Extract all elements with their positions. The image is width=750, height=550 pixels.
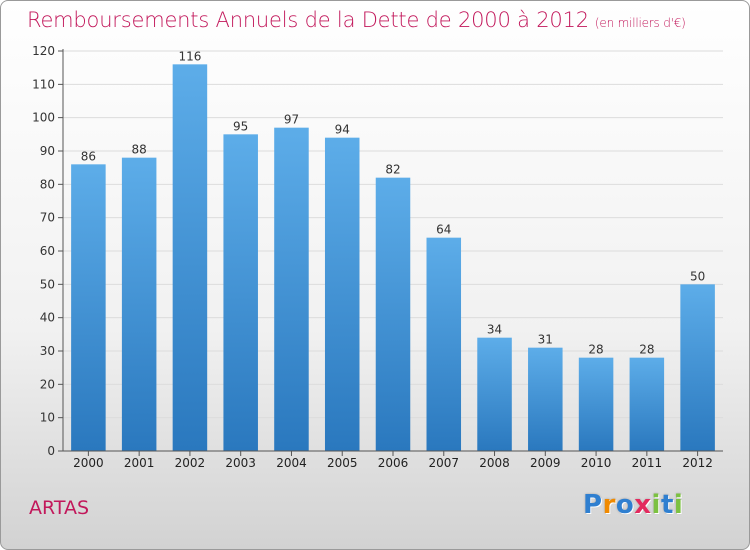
logo-letter: r — [602, 490, 616, 520]
y-tick-label: 110 — [32, 77, 55, 91]
bar-2002 — [172, 64, 208, 452]
x-tick-label: 2000 — [73, 456, 104, 470]
commune-name: ARTAS — [29, 497, 90, 519]
bar-2007 — [426, 237, 462, 451]
bar-2005 — [324, 137, 360, 451]
x-tick-label: 2012 — [682, 456, 713, 470]
bar-2009 — [528, 347, 563, 451]
value-label: 95 — [233, 119, 248, 133]
y-tick-label: 20 — [40, 377, 55, 391]
x-tick-label: 2003 — [225, 456, 256, 470]
y-tick-label: 70 — [40, 211, 55, 225]
value-label: 64 — [436, 223, 451, 237]
x-tick-label: 2007 — [428, 456, 459, 470]
axis-layer: 0 10 20 30 40 50 60 70 80 90 100 110 120 2000 2001 2002… — [32, 44, 723, 470]
logo-letter: t — [660, 490, 674, 520]
y-tick-label: 80 — [40, 177, 55, 191]
value-label: 28 — [588, 343, 603, 357]
value-label: 31 — [538, 333, 553, 347]
y-tick-label: 90 — [40, 144, 55, 158]
bar-2012 — [680, 284, 715, 451]
y-tick-label: 10 — [40, 411, 55, 425]
x-tick-label: 2010 — [581, 456, 612, 470]
value-label: 94 — [335, 123, 350, 137]
chart-title: Remboursements Annuels de la Dette de 20… — [27, 8, 686, 32]
x-tick-label: 2001 — [124, 456, 155, 470]
x-tick-label: 2004 — [276, 456, 307, 470]
x-tick-label: 2009 — [530, 456, 561, 470]
value-label: 28 — [639, 343, 654, 357]
logo-letter: o — [615, 490, 635, 520]
bar-2000 — [71, 164, 106, 452]
bar-2006 — [375, 177, 411, 451]
proxiti-logo: Proxiti — [583, 490, 683, 520]
logo-letter: i — [651, 490, 661, 520]
value-label: 97 — [284, 113, 299, 127]
chart-unit: (en milliers d'€) — [594, 16, 686, 30]
value-label: 50 — [690, 269, 705, 283]
y-tick-label: 50 — [40, 277, 55, 291]
y-tick-label: 0 — [47, 444, 55, 458]
y-tick-label: 60 — [40, 244, 55, 258]
logo-letter: P — [583, 490, 603, 520]
bar-layer: 86 88 116 95 97 94 82 64 34 31 28 28 50 — [71, 49, 715, 452]
value-label: 82 — [385, 163, 400, 177]
value-label: 116 — [178, 49, 201, 63]
value-label: 34 — [487, 323, 502, 337]
bar-2003 — [223, 134, 258, 452]
logo-letter: i — [673, 490, 684, 520]
x-tick-label: 2005 — [327, 456, 358, 470]
chart-title-text: Remboursements Annuels de la Dette de 20… — [27, 8, 589, 32]
value-label: 88 — [132, 143, 147, 157]
value-label: 86 — [81, 149, 96, 163]
bar-2010 — [578, 357, 614, 451]
bar-2004 — [274, 127, 309, 452]
x-tick-label: 2008 — [479, 456, 510, 470]
x-tick-label: 2006 — [378, 456, 409, 470]
bar-2001 — [121, 157, 157, 451]
y-tick-label: 30 — [40, 344, 55, 358]
x-tick-label: 2011 — [632, 456, 663, 470]
bar-2011 — [629, 357, 665, 451]
y-tick-label: 100 — [32, 111, 55, 125]
bar-2008 — [477, 337, 512, 451]
y-tick-label: 120 — [32, 44, 55, 58]
y-tick-label: 40 — [40, 311, 55, 325]
logo-letter: x — [634, 490, 652, 520]
x-tick-label: 2002 — [175, 456, 206, 470]
